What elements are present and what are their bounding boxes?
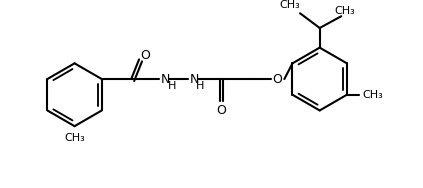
Text: H: H — [196, 81, 204, 91]
Text: H: H — [168, 81, 177, 91]
Text: O: O — [140, 49, 150, 62]
Text: O: O — [272, 73, 283, 86]
Text: CH₃: CH₃ — [64, 133, 85, 143]
Text: N: N — [161, 73, 170, 86]
Text: O: O — [217, 104, 226, 117]
Text: N: N — [190, 73, 200, 86]
Text: CH₃: CH₃ — [362, 90, 383, 100]
Text: CH₃: CH₃ — [335, 6, 356, 16]
Text: CH₃: CH₃ — [280, 0, 301, 10]
